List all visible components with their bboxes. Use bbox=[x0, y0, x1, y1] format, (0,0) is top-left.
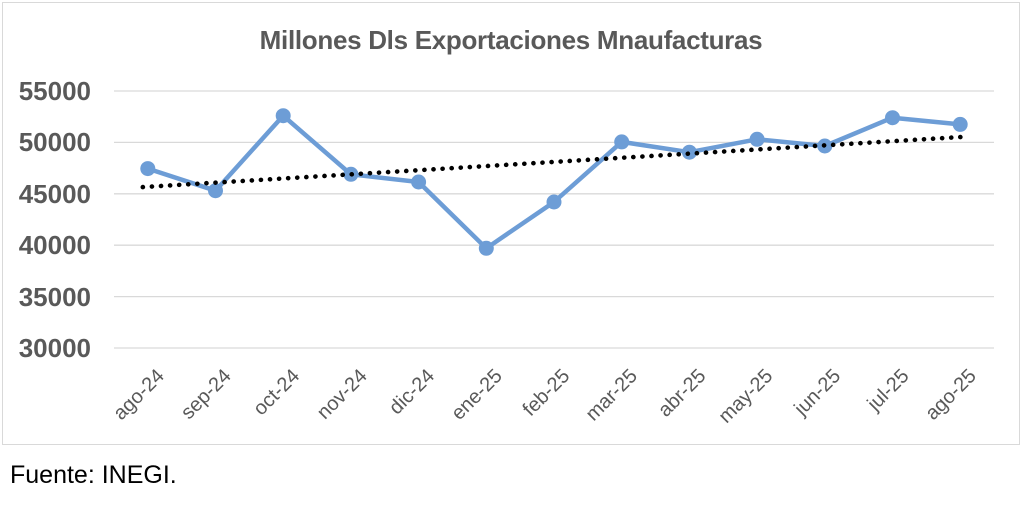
data-point-marker bbox=[749, 131, 765, 147]
chart-title: Millones Dls Exportaciones Mnaufacturas bbox=[259, 25, 763, 55]
chart-frame: Millones Dls Exportaciones Mnaufacturas … bbox=[2, 2, 1020, 445]
data-point-marker bbox=[546, 194, 562, 210]
line-chart-plot bbox=[114, 90, 994, 349]
data-point-marker bbox=[140, 161, 156, 177]
data-point-marker bbox=[952, 116, 968, 132]
data-point-marker bbox=[885, 110, 900, 126]
trendline bbox=[140, 134, 969, 190]
y-tick-label: 30000 bbox=[18, 333, 91, 363]
data-point-marker bbox=[614, 134, 630, 150]
y-tick-label: 35000 bbox=[18, 281, 91, 312]
y-tick-label: 50000 bbox=[18, 127, 91, 158]
y-tick-label: 40000 bbox=[18, 230, 91, 261]
data-point-marker bbox=[208, 183, 223, 199]
data-point-marker bbox=[478, 240, 494, 256]
y-tick-label: 55000 bbox=[18, 76, 91, 106]
y-tick-label: 45000 bbox=[18, 178, 91, 209]
series-line bbox=[145, 113, 963, 251]
source-note: Fuente: INEGI. bbox=[10, 461, 177, 489]
data-point-marker bbox=[411, 174, 427, 190]
data-point-marker bbox=[275, 108, 291, 124]
